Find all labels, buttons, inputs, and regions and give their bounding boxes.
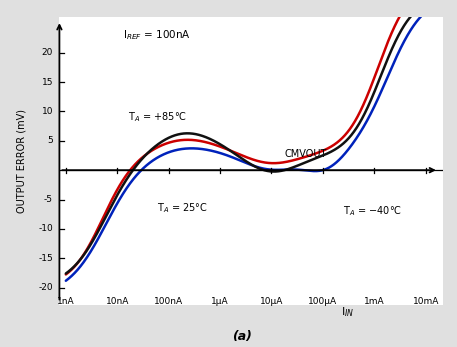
Text: 15: 15 <box>42 77 53 86</box>
Text: I$_{REF}$ = 100nA: I$_{REF}$ = 100nA <box>123 28 191 42</box>
Text: 1nA: 1nA <box>57 297 74 306</box>
Text: OUTPUT ERROR (mV): OUTPUT ERROR (mV) <box>16 109 26 213</box>
Text: T$_A$ = −40°C: T$_A$ = −40°C <box>343 204 403 218</box>
Text: 10nA: 10nA <box>106 297 129 306</box>
Text: 1μA: 1μA <box>211 297 229 306</box>
Text: 10: 10 <box>42 107 53 116</box>
Text: T$_A$ = +85°C: T$_A$ = +85°C <box>128 110 187 124</box>
Text: 100nA: 100nA <box>154 297 183 306</box>
Text: 1mA: 1mA <box>364 297 385 306</box>
Text: 5: 5 <box>47 136 53 145</box>
Text: 10mA: 10mA <box>413 297 439 306</box>
Text: -10: -10 <box>38 225 53 234</box>
Text: 100μA: 100μA <box>308 297 337 306</box>
Text: -15: -15 <box>38 254 53 263</box>
Text: I$_{IN}$: I$_{IN}$ <box>341 305 354 319</box>
Text: CMVOUT: CMVOUT <box>285 149 327 159</box>
Text: -20: -20 <box>38 283 53 292</box>
Text: 10μA: 10μA <box>260 297 283 306</box>
Text: -5: -5 <box>44 195 53 204</box>
Text: (a): (a) <box>232 330 252 343</box>
Text: T$_A$ = 25°C: T$_A$ = 25°C <box>157 201 208 215</box>
Text: 20: 20 <box>42 48 53 57</box>
